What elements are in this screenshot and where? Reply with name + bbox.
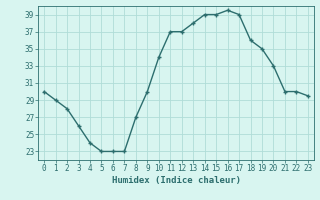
X-axis label: Humidex (Indice chaleur): Humidex (Indice chaleur) [111, 176, 241, 185]
